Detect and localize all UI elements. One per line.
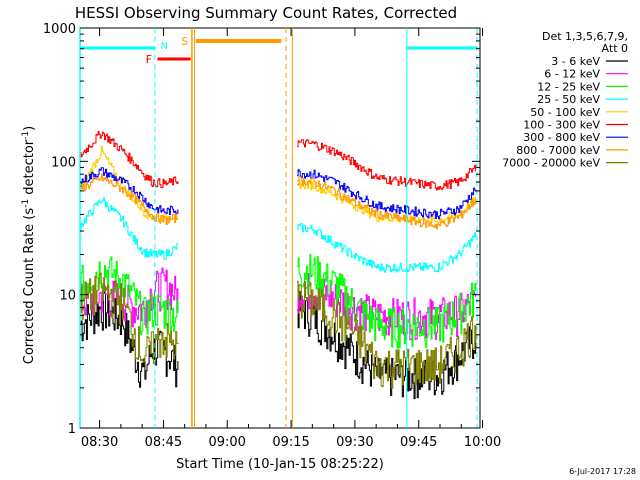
x-tick-label: 08:30 xyxy=(81,435,118,450)
x-tick-label: 09:15 xyxy=(272,435,309,450)
y-tick-label: 1000 xyxy=(43,22,76,37)
x-axis-ticks: 08:30 08:45 09:00 09:15 09:30 09:45 10:00 xyxy=(81,28,501,450)
series-line-800-7000-kev-seg1 xyxy=(80,173,179,225)
annotation-layer: NF S xyxy=(79,28,478,428)
legend-label: 12 - 25 keV xyxy=(537,80,600,93)
y-axis-label-part2: detector xyxy=(22,139,37,199)
y-tick-label: 1 xyxy=(68,422,76,437)
series-line-6-12-kev-seg2 xyxy=(297,273,477,341)
series-line-25-50-kev-seg2 xyxy=(297,223,477,273)
legend-header-2: Att 0 xyxy=(602,42,628,55)
x-tick-label: 09:00 xyxy=(208,435,245,450)
series-line-300-800-kev-seg2 xyxy=(297,169,477,220)
x-tick-label: 10:00 xyxy=(464,435,501,450)
x-tick-label: 09:45 xyxy=(400,435,437,450)
x-tick-label: 08:45 xyxy=(145,435,182,450)
y-axis-label: Corrected Count Rate (s-1 detector-1) xyxy=(21,126,37,364)
series-line-300-800-kev-seg1 xyxy=(80,167,179,215)
legend-label: 100 - 300 keV xyxy=(523,119,600,132)
series-line-7000-20000-kev-seg1 xyxy=(80,272,179,365)
x-axis-label: Start Time (10-Jan-15 08:25:22) xyxy=(176,457,384,472)
legend-label: 6 - 12 keV xyxy=(544,68,600,81)
series-layer xyxy=(80,131,477,400)
chart-title: HESSI Observing Summary Count Rates, Cor… xyxy=(75,4,457,22)
y-tick-label: 10 xyxy=(59,289,76,304)
y-axis-label-sup1: -1 xyxy=(21,199,31,208)
legend-label: 3 - 6 keV xyxy=(551,55,600,68)
timestamp: 6-Jul-2017 17:28 xyxy=(569,467,636,476)
flare-flag-label: F xyxy=(146,53,152,66)
x-tick-label: 09:30 xyxy=(336,435,373,450)
y-tick-label: 100 xyxy=(51,155,76,170)
legend-label: 800 - 7000 keV xyxy=(516,144,600,157)
legend-label: 300 - 800 keV xyxy=(523,131,600,144)
legend-label: 25 - 50 keV xyxy=(537,93,600,106)
saa-flag-label: S xyxy=(181,35,188,48)
series-line-7000-20000-kev-seg2 xyxy=(297,281,477,389)
series-line-100-300-kev-seg1 xyxy=(80,131,179,188)
series-line-25-50-kev-seg1 xyxy=(80,197,179,260)
y-axis-label-part3: ) xyxy=(22,126,37,131)
series-line-50-100-kev-seg1 xyxy=(80,145,179,223)
y-axis-label-part1: Corrected Count Rate (s xyxy=(22,208,37,365)
y-axis-ticks: 1 10 100 1000 xyxy=(43,22,480,437)
series-line-12-25-kev-seg1 xyxy=(80,256,179,338)
series-line-800-7000-kev-seg2 xyxy=(297,176,477,230)
legend-label: 7000 - 20000 keV xyxy=(502,157,600,170)
legend-label: 50 - 100 keV xyxy=(530,106,600,119)
series-line-12-25-kev-seg2 xyxy=(297,254,477,349)
legend-header-1: Det 1,3,5,6,7,9, xyxy=(542,30,628,43)
series-line-100-300-kev-seg2 xyxy=(297,139,477,191)
y-axis-label-sup2: -1 xyxy=(21,131,31,140)
night-flag-label: N xyxy=(161,41,168,52)
